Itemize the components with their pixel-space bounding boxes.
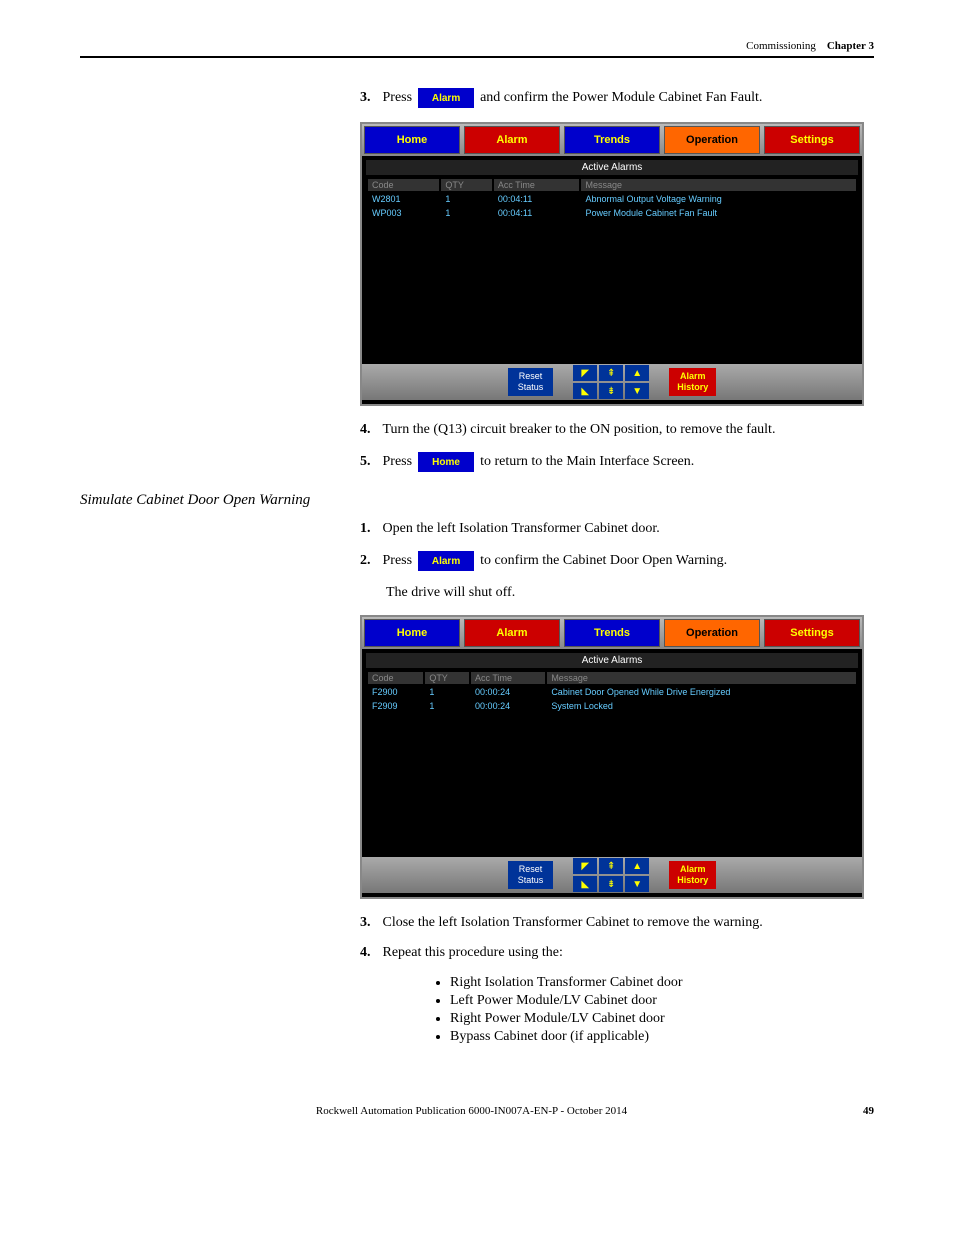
arrow-nav: ◤ ⇞ ▲ ◣ ⇟ ▼ <box>573 858 649 892</box>
active-alarms-title: Active Alarms <box>366 160 858 175</box>
step-num: 4. <box>360 945 371 961</box>
section-title: Simulate Cabinet Door Open Warning <box>80 492 874 509</box>
tab-settings[interactable]: Settings <box>764 619 860 647</box>
sub-bullet-list: Right Isolation Transformer Cabinet door… <box>410 975 874 1045</box>
step-text: to return to the Main Interface Screen. <box>480 454 694 470</box>
col-msg: Message <box>547 672 856 684</box>
arrow-nav: ◤ ⇞ ▲ ◣ ⇟ ▼ <box>573 365 649 399</box>
alarm-button-inline: Alarm <box>418 88 474 108</box>
step-num: 1. <box>360 521 371 537</box>
tab-operation[interactable]: Operation <box>664 126 760 154</box>
arrow-bottom-icon[interactable]: ◣ <box>573 383 597 399</box>
arrow-down-icon[interactable]: ▼ <box>625 383 649 399</box>
arrow-down-icon[interactable]: ▼ <box>625 876 649 892</box>
step-num: 4. <box>360 422 371 438</box>
page-header: Commissioning Chapter 3 <box>80 40 874 58</box>
col-msg: Message <box>581 179 856 191</box>
bullet-item: Right Isolation Transformer Cabinet door <box>450 975 874 991</box>
step-text: Open the left Isolation Transformer Cabi… <box>383 521 660 537</box>
step-text: to confirm the Cabinet Door Open Warning… <box>480 553 727 569</box>
tab-home[interactable]: Home <box>364 126 460 154</box>
active-alarms-title: Active Alarms <box>366 653 858 668</box>
step-num: 5. <box>360 454 371 470</box>
bullet-item: Bypass Cabinet door (if applicable) <box>450 1029 874 1045</box>
reset-status-button[interactable]: Reset Status <box>508 861 554 889</box>
alarm-row: F2900 1 00:00:24 Cabinet Door Opened Whi… <box>368 686 856 698</box>
alarm-row: WP003 1 00:04:11 Power Module Cabinet Fa… <box>368 207 856 219</box>
alarm-history-button[interactable]: Alarm History <box>669 861 716 889</box>
arrow-up-icon[interactable]: ▲ <box>625 365 649 381</box>
hmi-alarm-screen-2: Home Alarm Trends Operation Settings Act… <box>360 615 864 899</box>
step-text: Repeat this procedure using the: <box>383 945 563 961</box>
publication-text: Rockwell Automation Publication 6000-IN0… <box>80 1105 863 1117</box>
page-number: 49 <box>863 1105 874 1117</box>
step-3: 3. Press Alarm and confirm the Power Mod… <box>360 88 874 108</box>
tab-settings[interactable]: Settings <box>764 126 860 154</box>
step-b2-note: The drive will shut off. <box>386 585 874 601</box>
step-num: 3. <box>360 90 371 106</box>
arrow-pageup-icon[interactable]: ⇞ <box>599 858 623 874</box>
alarm-button-inline: Alarm <box>418 551 474 571</box>
arrow-top-icon[interactable]: ◤ <box>573 365 597 381</box>
tab-alarm[interactable]: Alarm <box>464 619 560 647</box>
tab-trends[interactable]: Trends <box>564 619 660 647</box>
col-acc: Acc Time <box>471 672 545 684</box>
bullet-item: Left Power Module/LV Cabinet door <box>450 993 874 1009</box>
home-button-inline: Home <box>418 452 474 472</box>
step-text: Press <box>383 454 413 470</box>
step-b1: 1. Open the left Isolation Transformer C… <box>360 521 874 537</box>
col-qty: QTY <box>425 672 469 684</box>
tab-operation[interactable]: Operation <box>664 619 760 647</box>
step-num: 2. <box>360 553 371 569</box>
bullet-item: Right Power Module/LV Cabinet door <box>450 1011 874 1027</box>
step-text: Turn the (Q13) circuit breaker to the ON… <box>383 422 776 438</box>
reset-status-button[interactable]: Reset Status <box>508 368 554 396</box>
step-b3: 3. Close the left Isolation Transformer … <box>360 915 874 931</box>
step-text: Press <box>383 553 413 569</box>
alarm-table: Code QTY Acc Time Message W2801 1 00:04:… <box>366 177 858 221</box>
alarm-row: W2801 1 00:04:11 Abnormal Output Voltage… <box>368 193 856 205</box>
arrow-pageup-icon[interactable]: ⇞ <box>599 365 623 381</box>
step-4: 4. Turn the (Q13) circuit breaker to the… <box>360 422 874 438</box>
step-b2: 2. Press Alarm to confirm the Cabinet Do… <box>360 551 874 571</box>
arrow-pagedown-icon[interactable]: ⇟ <box>599 876 623 892</box>
arrow-pagedown-icon[interactable]: ⇟ <box>599 383 623 399</box>
tab-alarm[interactable]: Alarm <box>464 126 560 154</box>
hmi-alarm-screen-1: Home Alarm Trends Operation Settings Act… <box>360 122 864 406</box>
tab-trends[interactable]: Trends <box>564 126 660 154</box>
arrow-top-icon[interactable]: ◤ <box>573 858 597 874</box>
step-b4: 4. Repeat this procedure using the: <box>360 945 874 961</box>
step-text: Press <box>383 90 413 106</box>
header-chapter: Chapter 3 <box>827 40 874 52</box>
step-text: Close the left Isolation Transformer Cab… <box>383 915 763 931</box>
arrow-up-icon[interactable]: ▲ <box>625 858 649 874</box>
col-qty: QTY <box>441 179 491 191</box>
col-code: Code <box>368 672 423 684</box>
alarm-row: F2909 1 00:00:24 System Locked <box>368 700 856 712</box>
tab-home[interactable]: Home <box>364 619 460 647</box>
step-text: and confirm the Power Module Cabinet Fan… <box>480 90 762 106</box>
header-section: Commissioning <box>746 40 816 52</box>
alarm-table: Code QTY Acc Time Message F2900 1 00:00:… <box>366 670 858 714</box>
page-footer: Rockwell Automation Publication 6000-IN0… <box>80 1105 874 1117</box>
col-code: Code <box>368 179 439 191</box>
step-num: 3. <box>360 915 371 931</box>
alarm-history-button[interactable]: Alarm History <box>669 368 716 396</box>
step-5: 5. Press Home to return to the Main Inte… <box>360 452 874 472</box>
arrow-bottom-icon[interactable]: ◣ <box>573 876 597 892</box>
col-acc: Acc Time <box>494 179 580 191</box>
